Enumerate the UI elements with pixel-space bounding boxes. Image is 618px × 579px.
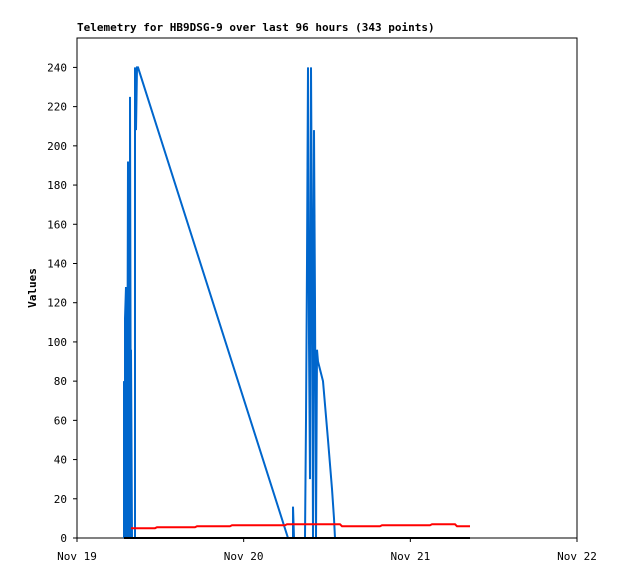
y-tick-label: 160	[47, 218, 67, 231]
y-tick-label: 120	[47, 297, 67, 310]
chart-title: Telemetry for HB9DSG-9 over last 96 hour…	[77, 21, 435, 34]
y-tick-label: 220	[47, 101, 67, 114]
y-tick-label: 0	[60, 532, 67, 545]
y-tick-label: 40	[54, 454, 67, 467]
y-tick-label: 20	[54, 493, 67, 506]
x-tick-label: Nov 22	[557, 550, 597, 563]
series-line	[131, 523, 470, 530]
series-line	[123, 66, 336, 539]
y-axis-label: Values	[26, 268, 39, 308]
x-tick-label: Nov 20	[224, 550, 264, 563]
y-tick-label: 240	[47, 61, 67, 74]
y-tick-label: 140	[47, 257, 67, 270]
y-tick-label: 200	[47, 140, 67, 153]
y-tick-label: 180	[47, 179, 67, 192]
y-tick-label: 80	[54, 375, 67, 388]
plot-area	[76, 37, 578, 539]
x-tick-label: Nov 21	[390, 550, 430, 563]
y-tick-label: 60	[54, 414, 67, 427]
x-tick-label: Nov 19	[57, 550, 97, 563]
y-tick-label: 100	[47, 336, 67, 349]
